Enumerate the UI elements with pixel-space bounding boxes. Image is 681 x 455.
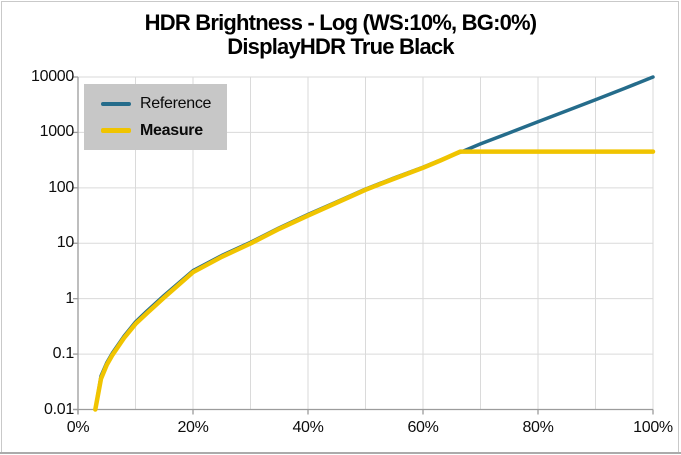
chart-title-line-1: HDR Brightness - Log (WS:10%, BG:0%) [144,10,537,35]
legend-entry-measure: Measure [101,122,227,140]
y-axis-tick-label: 0.01 [44,400,74,418]
x-axis-tick-label: 100% [633,419,673,436]
legend-label-measure: Measure [140,121,203,139]
chart-title: HDR Brightness - Log (WS:10%, BG:0%) Dis… [0,11,681,59]
y-axis-tick-label: 1000 [39,123,75,141]
x-axis-tick-label: 60% [407,419,439,436]
x-axis-tick-label: 40% [292,419,324,436]
legend-entry-reference: Reference [101,95,227,113]
measure-line-swatch [101,128,131,133]
y-axis-tick-label: 10 [56,234,75,252]
y-axis-tick-label: 10000 [31,68,74,85]
y-axis-tick-label: 0.1 [52,345,75,363]
y-axis-tick-label: 100 [48,178,74,196]
legend-label-reference: Reference [140,94,212,112]
window-bottom-edge [0,452,681,454]
y-axis-tick-label: 1 [65,289,74,307]
x-axis-tick-label: 20% [177,419,209,436]
series-line-measure [93,149,656,412]
chart-title-line-2: DisplayHDR True Black [227,34,454,59]
x-axis-tick-label: 80% [522,419,554,436]
legend: Reference Measure [84,84,227,150]
x-axis-tick-label: 0% [66,419,90,436]
reference-line-swatch [101,101,131,106]
